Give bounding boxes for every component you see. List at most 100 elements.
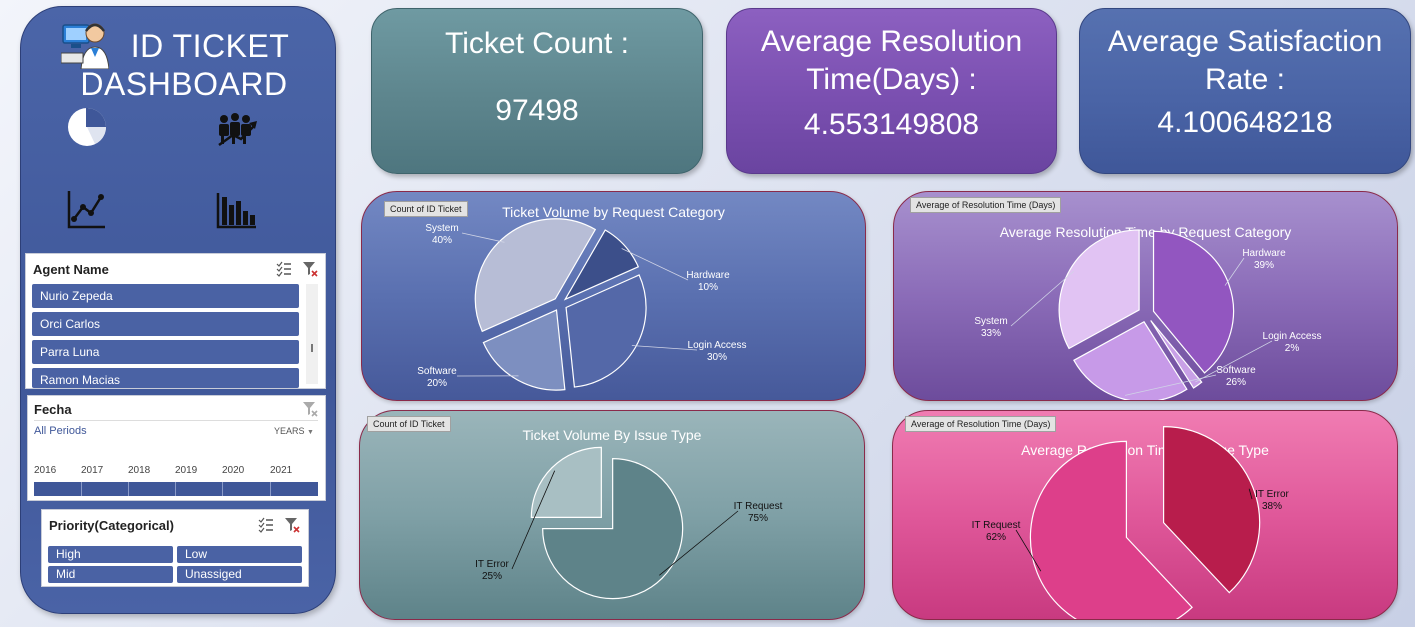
pie-slice[interactable] — [1150, 320, 1203, 389]
year-label: 2020 — [222, 465, 245, 476]
priority-item[interactable]: Low — [177, 546, 302, 563]
sidebar: ID TICKET DASHBOARD Agent Name — [20, 6, 336, 614]
leader-line — [511, 470, 556, 570]
year-label: 2017 — [81, 465, 104, 476]
pie-slice[interactable] — [474, 218, 597, 333]
pie-slice[interactable] — [1152, 230, 1235, 374]
field-tag[interactable]: Average of Resolution Time (Days) — [910, 197, 1062, 213]
chart-panel-volume-issue: Count of ID Ticket Ticket Volume By Issu… — [359, 410, 865, 620]
granularity-select[interactable]: YEARS ▼ — [274, 426, 314, 436]
kpi-title: Time(Days) : — [806, 63, 977, 96]
dashboard-title-line1: ID TICKET — [130, 28, 290, 64]
priority-item[interactable]: High — [48, 546, 173, 563]
slice-category-label: IT Error — [475, 559, 509, 570]
clear-filter-icon[interactable] — [302, 401, 318, 417]
chevron-down-icon: ▼ — [307, 429, 314, 436]
pie-slice[interactable] — [563, 229, 640, 301]
slice-percent-label: 20% — [427, 378, 447, 389]
slice-category-label: IT Request — [734, 501, 783, 512]
pie-slice[interactable] — [1073, 320, 1188, 400]
kpi-value: 4.553149808 — [803, 108, 980, 141]
year-label: 2016 — [34, 465, 57, 476]
slice-percent-label: 75% — [748, 513, 768, 524]
chart-title: Ticket Volume By Issue Type — [522, 427, 702, 443]
chart-title: Average Resolution Time by Request Categ… — [999, 224, 1292, 240]
slice-category-label: System — [974, 316, 1007, 327]
pie-slice[interactable] — [1029, 440, 1193, 619]
slice-percent-label: 26% — [1226, 377, 1246, 388]
line-chart-icon[interactable] — [65, 187, 109, 231]
leader-line — [1195, 340, 1273, 383]
slice-category-label: IT Request — [972, 520, 1021, 531]
kpi-title: Average Satisfaction — [1107, 25, 1383, 58]
chart-panel-resolution-issue: Average of Resolution Time (Days) Averag… — [892, 410, 1398, 620]
multi-select-icon[interactable] — [276, 261, 292, 277]
slice-percent-label: 10% — [698, 282, 718, 293]
chart-title: Ticket Volume by Request Category — [502, 204, 725, 220]
team-growth-icon[interactable] — [215, 105, 259, 149]
chart-panel-resolution-category: Average of Resolution Time (Days) Averag… — [893, 191, 1398, 401]
priority-slicer: Priority(Categorical) High Low Mid Unass… — [41, 509, 309, 587]
agent-slicer-title: Agent Name — [33, 262, 109, 277]
leader-line — [631, 345, 698, 351]
kpi-title: Rate : — [1204, 63, 1286, 96]
year-label: 2018 — [128, 465, 151, 476]
priority-item[interactable]: Unassiged — [177, 566, 302, 583]
leader-line — [1248, 488, 1253, 500]
field-tag[interactable]: Count of ID Ticket — [367, 416, 451, 432]
date-slicer-title: Fecha — [34, 402, 72, 417]
slice-category-label: Hardware — [1242, 248, 1286, 259]
slice-percent-label: 33% — [981, 328, 1001, 339]
field-tag[interactable]: Count of ID Ticket — [384, 201, 468, 217]
clear-filter-icon[interactable] — [302, 261, 318, 277]
slice-category-label: IT Error — [1255, 489, 1289, 500]
granularity-value: YEARS — [274, 426, 305, 436]
field-tag[interactable]: Average of Resolution Time (Days) — [905, 416, 1057, 432]
agent-name-slicer: Agent Name Nurio Zepeda Orci Carlos Parr… — [25, 253, 326, 389]
pie-slice[interactable] — [482, 309, 566, 391]
leader-line — [621, 248, 689, 281]
slice-category-label: Login Access — [688, 340, 747, 351]
dashboard-title: ID TICKET DASHBOARD — [21, 27, 335, 103]
slice-percent-label: 39% — [1254, 260, 1274, 271]
slice-percent-label: 25% — [482, 571, 502, 582]
pie-slice[interactable] — [1162, 426, 1261, 594]
leader-line — [1015, 529, 1042, 572]
agent-item[interactable]: Orci Carlos — [32, 312, 299, 336]
timeline-bar[interactable] — [34, 482, 318, 496]
agent-item[interactable]: Ramon Macias — [32, 368, 299, 388]
leader-line — [1224, 257, 1245, 286]
pie-slice[interactable] — [542, 458, 684, 600]
slice-category-label: Software — [1216, 365, 1256, 376]
pie-slice[interactable] — [530, 446, 602, 518]
agent-item[interactable]: Parra Luna — [32, 340, 299, 364]
pie-slice[interactable] — [1058, 229, 1140, 350]
support-agent-icon — [61, 23, 109, 69]
leader-line — [1010, 270, 1074, 327]
bar-chart-icon[interactable] — [215, 187, 259, 231]
leader-line — [659, 510, 739, 576]
agent-slicer-scrollbar[interactable] — [306, 284, 318, 384]
priority-item[interactable]: Mid — [48, 566, 173, 583]
year-label: 2019 — [175, 465, 198, 476]
leader-line — [461, 232, 505, 243]
kpi-value: 97498 — [495, 94, 579, 127]
kpi-avg-satisfaction: Average Satisfaction Rate : 4.100648218 — [1079, 8, 1411, 174]
priority-slicer-title: Priority(Categorical) — [49, 518, 174, 533]
multi-select-icon[interactable] — [258, 517, 274, 533]
scrollbar-thumb[interactable] — [311, 344, 313, 352]
divider — [34, 420, 318, 421]
kpi-value: 4.100648218 — [1157, 106, 1333, 139]
dashboard-title-line2: DASHBOARD — [80, 66, 288, 102]
period-label: All Periods — [34, 425, 87, 437]
pie-slice[interactable] — [565, 274, 647, 388]
slice-percent-label: 38% — [1262, 501, 1282, 512]
agent-item[interactable]: Nurio Zepeda — [32, 284, 299, 308]
leader-line — [1125, 374, 1217, 396]
pie-chart-icon[interactable] — [65, 105, 109, 149]
clear-filter-icon[interactable] — [284, 517, 300, 533]
